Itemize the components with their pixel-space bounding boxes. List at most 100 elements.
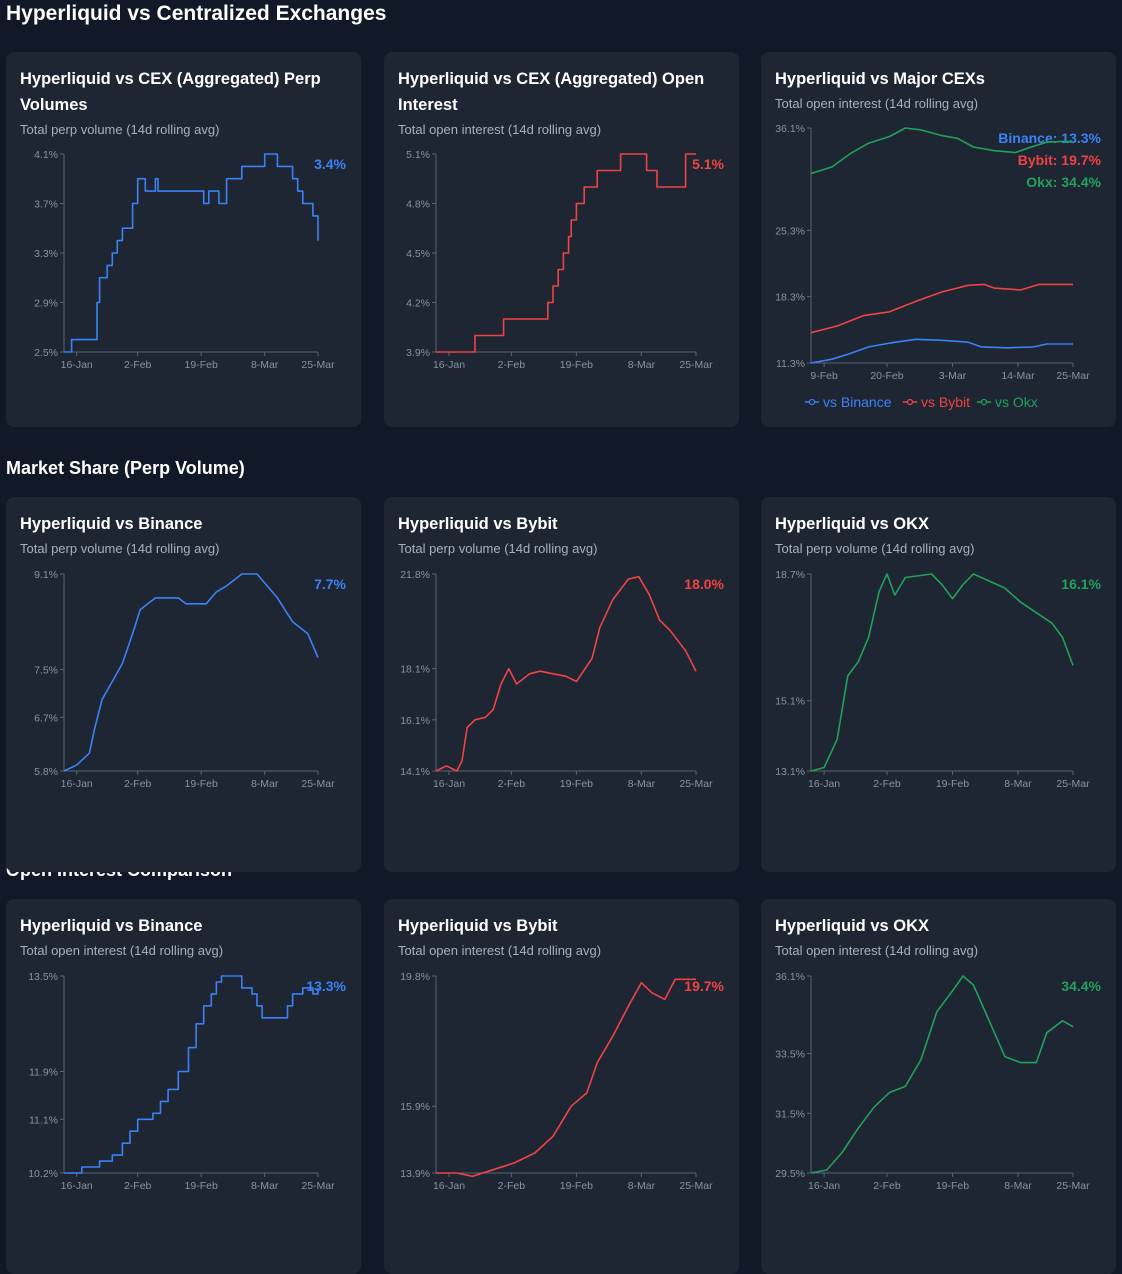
current-value-label: Okx: 34.4% (1026, 174, 1101, 190)
y-tick-label: 2.5% (34, 347, 58, 359)
y-tick-label: 5.1% (406, 149, 430, 161)
chart-title: Hyperliquid vs Binance (20, 515, 203, 533)
line-chart: 13.9% 15.9% 19.8% 16-Jan 2-Feb 19-Feb 8-Mar 25-… (400, 971, 724, 1192)
y-tick-label: 3.3% (34, 248, 58, 260)
y-tick-label: 10.2% (28, 1168, 58, 1180)
x-tick-label: 25-Mar (1056, 778, 1090, 790)
chart-subtitle: Total open interest (14d rolling avg) (398, 943, 602, 958)
x-tick-label: 25-Mar (1056, 370, 1090, 382)
x-tick-label: 8-Mar (251, 1180, 279, 1192)
chart-subtitle: Total perp volume (14d rolling avg) (775, 541, 975, 556)
line-chart: 13.1% 15.1% 18.7% 16-Jan 2-Feb 19-Feb 8-Mar 25-… (775, 569, 1101, 790)
x-tick-label: 19-Feb (936, 778, 969, 790)
legend-marker-dot (808, 398, 816, 406)
chart-subtitle: Total perp volume (14d rolling avg) (20, 541, 220, 556)
line-chart: 2.5% 2.9% 3.3% 3.7% 4.1% 16-Jan 2-Feb 19-Feb 8-M… (34, 149, 346, 371)
chart-card-okx-volume: Hyperliquid vs OKX Total perp volume (14… (761, 497, 1116, 872)
chart-title: Hyperliquid vs Bybit (398, 917, 558, 935)
x-tick-label: 19-Feb (185, 1180, 218, 1192)
x-tick-label: 16-Jan (808, 1180, 840, 1192)
line-chart: 10.2% 11.1% 11.9% 13.5% 16-Jan 2-Feb 19-Feb 8-M… (28, 971, 346, 1192)
current-value-label: 19.7% (684, 978, 724, 994)
current-value-label: 5.1% (692, 156, 724, 172)
legend-item: vs Okx (995, 394, 1038, 410)
chart-card-binance-oi: Hyperliquid vs Binance Total open intere… (6, 899, 361, 1274)
y-tick-label: 4.1% (34, 149, 58, 161)
current-value-label: 7.7% (314, 576, 346, 592)
current-value-label: 18.0% (684, 576, 724, 592)
series-line-red (436, 978, 696, 1178)
x-tick-label: 25-Mar (679, 1180, 713, 1192)
x-tick-label: 2-Feb (498, 359, 526, 371)
y-tick-label: 16.1% (400, 715, 430, 727)
series-line-red (435, 575, 697, 772)
y-tick-label: 4.8% (406, 199, 430, 211)
x-tick-label: 19-Feb (560, 778, 593, 790)
y-tick-label: 7.5% (34, 665, 58, 677)
series-line-blue (64, 153, 319, 353)
chart-subtitle: Total perp volume (14d rolling avg) (20, 122, 220, 137)
y-tick-label: 3.7% (34, 199, 58, 211)
legend-marker-dot (980, 398, 988, 406)
chart-card-bybit-volume: Hyperliquid vs Bybit Total perp volume (… (384, 497, 739, 872)
series-line-blue (64, 975, 319, 1174)
y-tick-label: 33.5% (775, 1049, 805, 1061)
y-tick-label: 29.5% (775, 1168, 805, 1180)
chart-card-okx-oi: Hyperliquid vs OKX Total open interest (… (761, 899, 1116, 1274)
x-tick-label: 16-Jan (61, 359, 93, 371)
x-tick-label: 25-Mar (301, 778, 335, 790)
x-tick-label: 2-Feb (124, 359, 152, 371)
y-tick-label: 2.9% (34, 298, 58, 310)
y-tick-label: 11.1% (29, 1114, 58, 1126)
line-chart: 5.8% 6.7% 7.5% 9.1% 16-Jan 2-Feb 19-Feb 8-Mar 25… (34, 569, 346, 790)
y-tick-label: 15.9% (400, 1101, 430, 1113)
x-tick-label: 3-Mar (939, 370, 967, 382)
chart-subtitle: Total open interest (14d rolling avg) (20, 943, 224, 958)
x-tick-label: 19-Feb (936, 1180, 969, 1192)
chart-subtitle: Total perp volume (14d rolling avg) (398, 541, 598, 556)
x-tick-label: 8-Mar (628, 1180, 656, 1192)
x-tick-label: 25-Mar (679, 778, 713, 790)
y-tick-label: 36.1% (775, 971, 805, 983)
y-tick-label: 14.1% (400, 766, 430, 778)
y-tick-label: 15.1% (775, 696, 805, 708)
current-value-label: 3.4% (314, 156, 346, 172)
series-line-green (810, 573, 1074, 772)
x-tick-label: 20-Feb (870, 370, 903, 382)
legend-marker-dot (906, 398, 914, 406)
line-chart: 14.1% 16.1% 18.1% 21.8% 16-Jan 2-Feb 19-Feb 8-M… (400, 569, 724, 790)
current-value-label: Bybit: 19.7% (1018, 152, 1102, 168)
x-tick-label: 2-Feb (124, 778, 152, 790)
y-tick-label: 18.1% (400, 664, 430, 676)
current-value-label: 34.4% (1061, 978, 1101, 994)
y-tick-label: 5.8% (34, 766, 58, 778)
chart-title: Hyperliquid vs CEX (Aggregated) Perp Vol… (20, 70, 321, 114)
series-line-blue (810, 338, 1073, 364)
series-line-red (436, 153, 696, 353)
chart-card-major-cexs: Hyperliquid vs Major CEXs Total open int… (761, 52, 1116, 427)
x-tick-label: 9-Feb (810, 370, 838, 382)
x-tick-label: 2-Feb (124, 1180, 152, 1192)
legend-item: vs Bybit (921, 394, 970, 410)
x-tick-label: 16-Jan (61, 778, 93, 790)
y-tick-label: 11.9% (29, 1067, 58, 1079)
x-tick-label: 14-Mar (1001, 370, 1035, 382)
series-line-green (810, 975, 1074, 1174)
chart-title: Hyperliquid vs OKX (775, 917, 930, 935)
chart-card-cex-open-interest: Hyperliquid vs CEX (Aggregated) Open Int… (384, 52, 739, 427)
y-tick-label: 25.3% (775, 225, 805, 237)
x-tick-label: 25-Mar (1056, 1180, 1090, 1192)
legend-item: vs Binance (823, 394, 892, 410)
y-tick-label: 19.8% (400, 971, 430, 983)
y-tick-label: 13.5% (28, 971, 58, 983)
x-tick-label: 25-Mar (301, 1180, 335, 1192)
x-tick-label: 19-Feb (185, 359, 218, 371)
x-tick-label: 2-Feb (873, 1180, 901, 1192)
y-tick-label: 31.5% (775, 1108, 805, 1120)
chart-title: Hyperliquid vs OKX (775, 515, 930, 533)
chart-title: Hyperliquid vs CEX (Aggregated) Open Int… (398, 70, 705, 114)
current-value-label: 16.1% (1061, 576, 1101, 592)
x-tick-label: 19-Feb (560, 359, 593, 371)
x-tick-label: 16-Jan (808, 778, 840, 790)
current-value-label: 13.3% (306, 978, 346, 994)
